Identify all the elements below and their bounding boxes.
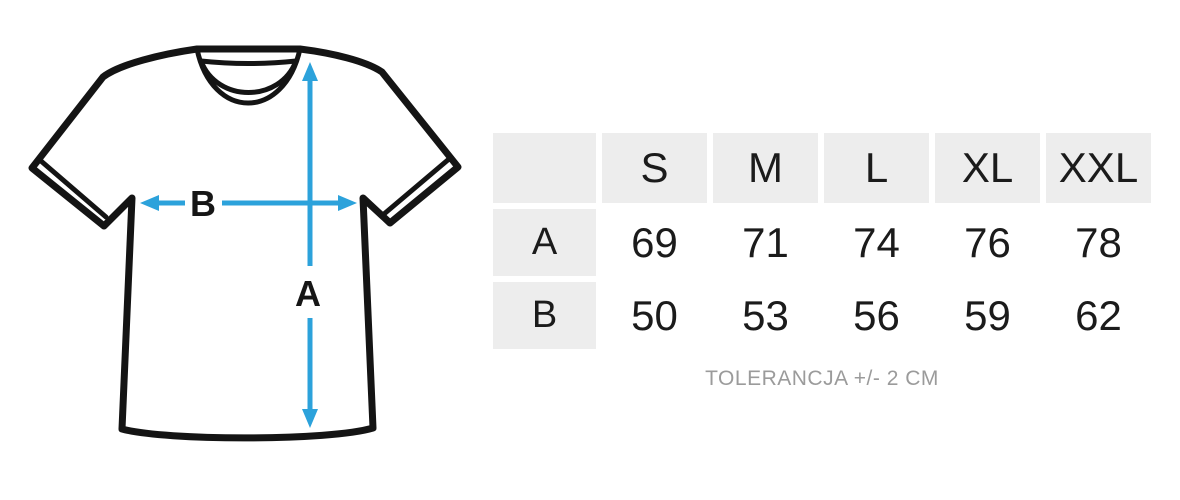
width-arrow — [140, 195, 357, 211]
length-arrow — [302, 62, 318, 428]
table-corner-cell — [493, 133, 596, 203]
cell-a-xxl: 78 — [1046, 209, 1151, 276]
left-cuff-seam — [38, 158, 109, 220]
arrow-right-icon — [338, 195, 357, 211]
cell-b-m: 53 — [713, 282, 818, 349]
right-cuff-seam — [381, 156, 452, 217]
collar-inner-scoop — [198, 58, 299, 95]
tshirt-outline — [28, 45, 462, 442]
arrow-left-icon — [140, 195, 159, 211]
column-header-s: S — [602, 133, 707, 203]
collar-back-line — [198, 58, 299, 66]
measurement-label-b: B — [190, 183, 216, 224]
tshirt-diagram: B A — [28, 45, 462, 442]
column-header-xl: XL — [935, 133, 1040, 203]
cell-a-xl: 76 — [935, 209, 1040, 276]
cell-b-l: 56 — [824, 282, 929, 349]
arrow-down-icon — [302, 409, 318, 428]
cell-b-xl: 59 — [935, 282, 1040, 349]
cell-b-s: 50 — [602, 282, 707, 349]
column-header-l: L — [824, 133, 929, 203]
cell-a-m: 71 — [713, 209, 818, 276]
cell-a-s: 69 — [602, 209, 707, 276]
arrow-up-icon — [302, 62, 318, 81]
cell-b-xxl: 62 — [1046, 282, 1151, 349]
tolerance-note: TOLERANCJA +/- 2 CM — [705, 367, 939, 390]
size-table: S M L XL XXL A 69 71 74 76 78 B 50 53 56… — [493, 133, 1151, 349]
column-header-m: M — [713, 133, 818, 203]
row-label-b: B — [493, 282, 596, 349]
cell-a-l: 74 — [824, 209, 929, 276]
row-label-a: A — [493, 209, 596, 276]
measurement-label-a: A — [295, 273, 321, 314]
column-header-xxl: XXL — [1046, 133, 1151, 203]
